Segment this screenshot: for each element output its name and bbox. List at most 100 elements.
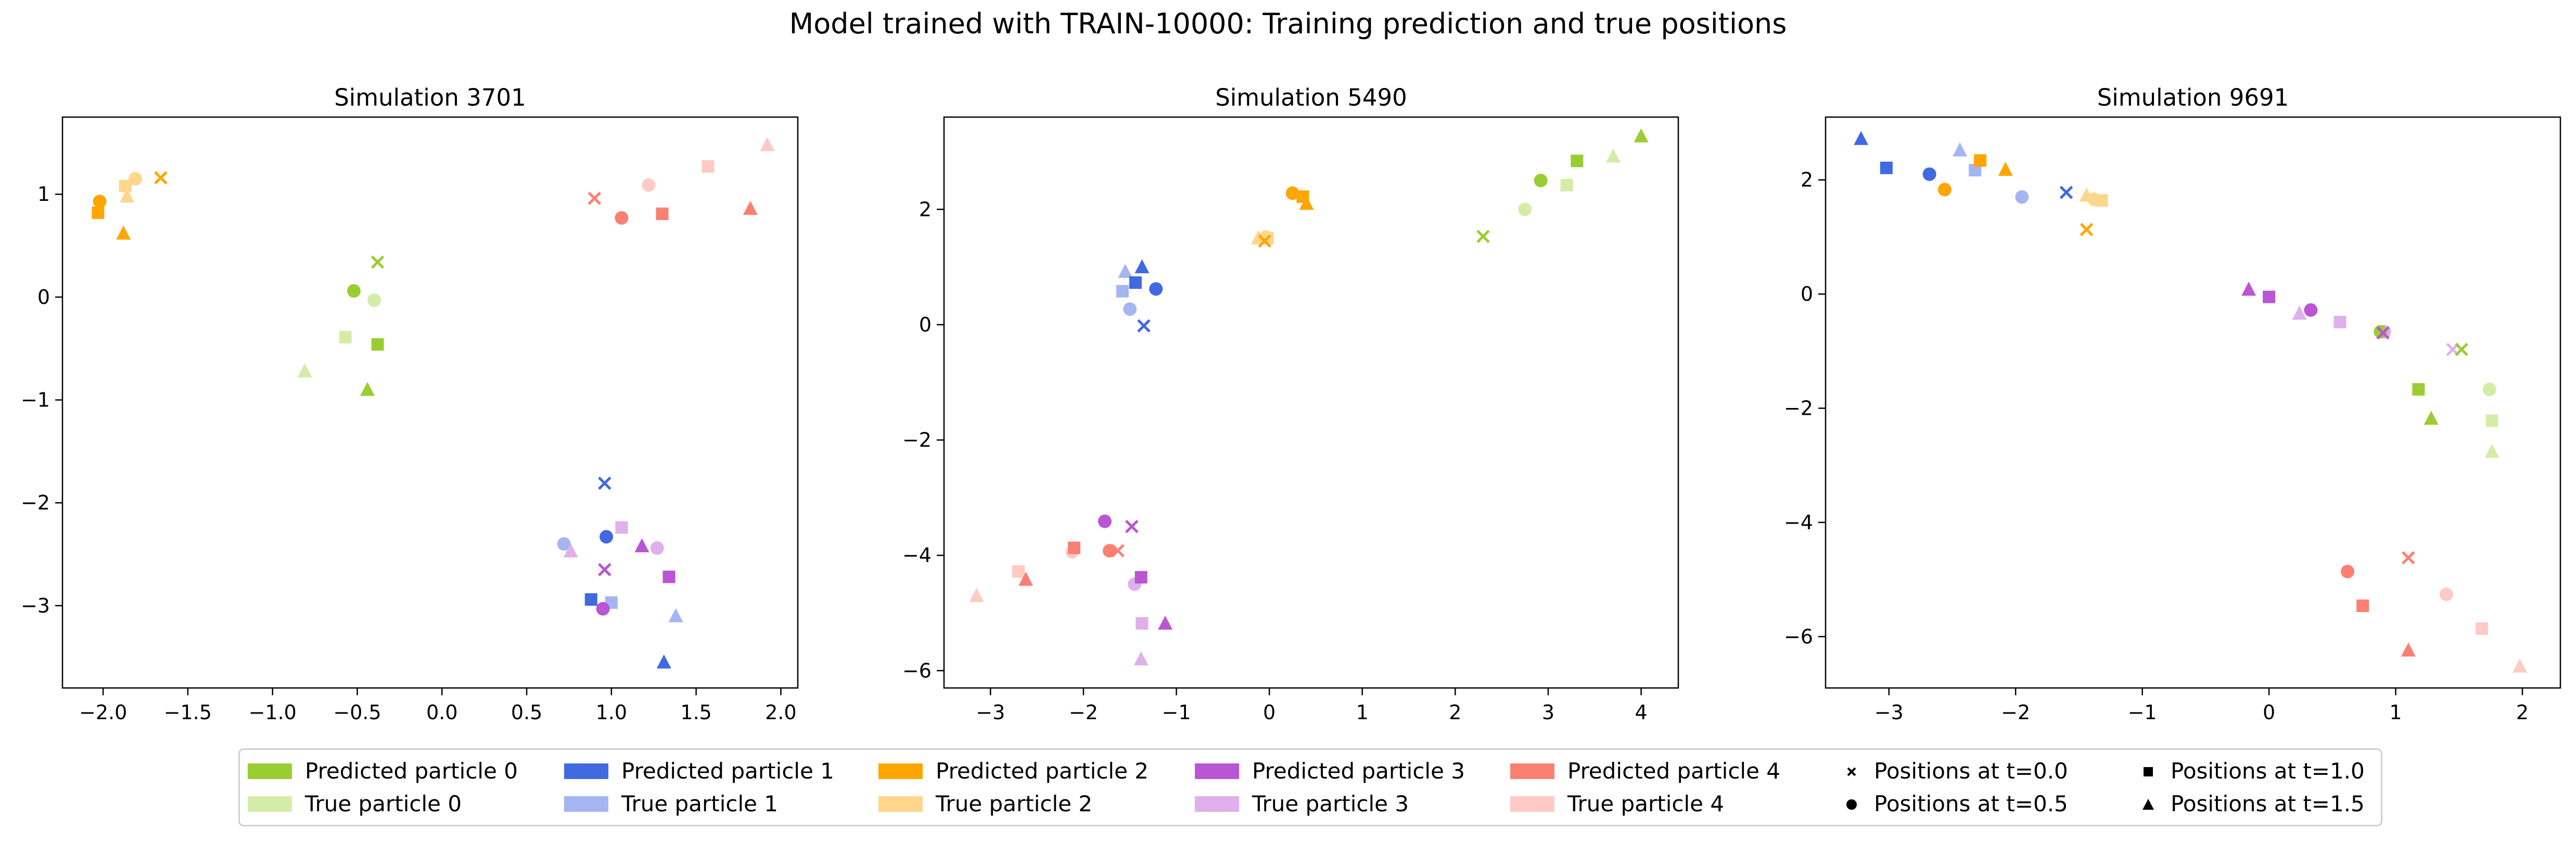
- true-particle-2-t10: [2095, 194, 2108, 207]
- true-particle-3-t10: [615, 521, 628, 534]
- x-tick-label: 1.5: [680, 701, 711, 724]
- predicted-particle-0-t10: [1571, 155, 1584, 168]
- legend-swatch: [878, 763, 923, 779]
- y-tick-label: −2: [1784, 397, 1813, 419]
- predicted-particle-2-t05: [1285, 186, 1299, 200]
- true-particle-4-t15: [2513, 658, 2528, 673]
- predicted-particle-0-t00: [2455, 342, 2468, 356]
- predicted-particle-3-t10: [2263, 290, 2276, 303]
- predicted-particle-0-t15: [360, 381, 375, 396]
- y-tick-label: 0: [919, 313, 932, 336]
- predicted-particle-1-t00: [598, 476, 611, 490]
- y-tick-label: 0: [1801, 283, 1813, 305]
- predicted-particle-3-t05: [1098, 514, 1112, 528]
- predicted-particle-1-t00: [2059, 186, 2073, 199]
- predicted-particle-2-t00: [154, 171, 168, 185]
- axes-frame: [943, 116, 1679, 689]
- true-particle-3-t10: [2333, 315, 2347, 328]
- predicted-particle-0-t00: [1476, 229, 1490, 244]
- predicted-particle-1-t10: [1129, 276, 1142, 289]
- predicted-particle-3-t00: [1125, 519, 1139, 533]
- scatter-panel-2: Simulation 5490 −3 −2 −1 0 1 2 3 4 −6 −4 −2 0 2: [902, 84, 1679, 724]
- x-tick-label: −1: [1162, 701, 1191, 724]
- x-tick-label: 0: [2263, 701, 2275, 724]
- legend-swatch: [1510, 796, 1554, 812]
- predicted-particle-4-t10: [656, 207, 669, 220]
- y-tick-label: −4: [1784, 511, 1813, 534]
- predicted-particle-2-t10: [92, 206, 105, 219]
- predicted-particle-0-t15: [2424, 411, 2439, 425]
- figure-title: Model trained with TRAIN-10000: Training…: [789, 7, 1787, 40]
- true-particle-3-t15: [563, 543, 578, 558]
- x-tick-label: 2: [1449, 701, 1461, 724]
- true-particle-1-t05: [2015, 190, 2029, 204]
- legend-swatch: [1510, 763, 1554, 779]
- true-particle-4-t10: [1012, 565, 1025, 578]
- true-particle-2-t15: [2079, 187, 2094, 202]
- legend-label: Predicted particle 4: [1567, 758, 1780, 784]
- predicted-particle-0-t05: [1534, 173, 1548, 187]
- predicted-particle-4-t00: [2402, 551, 2415, 565]
- x-tick-label: −1.0: [249, 701, 297, 724]
- predicted-particle-0-t15: [1634, 128, 1649, 143]
- x-tick-label: −2: [1069, 701, 1098, 724]
- true-particle-0-t10: [339, 330, 352, 343]
- predicted-particle-0-t10: [2412, 383, 2425, 396]
- true-particle-2-t10: [119, 180, 132, 193]
- y-tick-label: −1: [21, 389, 50, 412]
- panel-title: Simulation 3701: [334, 84, 526, 111]
- legend-label: Positions at t=0.5: [1874, 791, 2068, 817]
- predicted-particle-2-t00: [1258, 234, 1271, 248]
- axes-frame: [61, 116, 799, 689]
- x-tick-label: −3: [976, 701, 1005, 724]
- true-particle-4-t05: [642, 178, 656, 192]
- x-tick-label: −2: [2001, 701, 2030, 724]
- legend-label: Positions at t=1.0: [2171, 758, 2365, 784]
- panel-title: Simulation 9691: [2097, 84, 2289, 111]
- true-particle-2-t05: [128, 172, 142, 186]
- true-particle-0-t05: [2482, 382, 2496, 397]
- predicted-particle-3-t05: [2304, 303, 2318, 317]
- true-particle-1-t05: [1123, 302, 1137, 316]
- predicted-particle-2-t05: [1937, 183, 1952, 197]
- legend-label: Predicted particle 2: [936, 758, 1149, 784]
- predicted-particle-3-t10: [662, 570, 675, 583]
- legend-label: True particle 1: [621, 791, 779, 817]
- true-particle-0-t05: [1518, 202, 1532, 216]
- legend-label: Predicted particle 0: [305, 758, 518, 784]
- predicted-particle-4-t05: [1102, 544, 1116, 558]
- predicted-particle-1-t05: [1149, 282, 1163, 296]
- legend-label: True particle 4: [1567, 791, 1725, 817]
- x-tick-label: 2.0: [765, 701, 796, 724]
- y-tick-label: 1: [37, 183, 50, 206]
- predicted-particle-2-t15: [1998, 161, 2013, 176]
- true-particle-4-t05: [2439, 588, 2453, 602]
- predicted-particle-3-t05: [596, 602, 610, 616]
- true-particle-1-t15: [668, 608, 683, 622]
- legend-swatch: [564, 796, 608, 812]
- true-particle-4-t10: [702, 160, 715, 173]
- true-particle-1-t15: [1953, 142, 1968, 157]
- predicted-particle-1-t05: [1922, 167, 1936, 181]
- predicted-particle-4-t15: [743, 200, 758, 215]
- triangle-marker-icon: [2143, 799, 2154, 810]
- true-particle-0-t15: [1605, 148, 1621, 163]
- predicted-particle-3-t00: [598, 563, 611, 577]
- true-particle-1-t10: [1116, 285, 1129, 298]
- legend-swatch: [564, 763, 608, 779]
- legend-swatch: [878, 796, 923, 812]
- predicted-particle-3-t15: [2241, 282, 2256, 296]
- x-tick-label: 1: [2389, 701, 2402, 724]
- predicted-particle-4-t05: [2341, 565, 2355, 579]
- legend-swatch: [1195, 796, 1239, 812]
- x-tick-label: 3: [1542, 701, 1554, 724]
- legend-label: True particle 2: [936, 791, 1093, 817]
- y-tick-label: −3: [21, 594, 50, 617]
- true-particle-0-t10: [2485, 414, 2498, 427]
- y-tick-label: 2: [1801, 169, 1813, 192]
- true-particle-2-t15: [1251, 230, 1266, 245]
- predicted-particle-2-t00: [2080, 223, 2094, 236]
- x-tick-label: 0.5: [511, 701, 542, 724]
- legend-label: Predicted particle 3: [1252, 758, 1465, 784]
